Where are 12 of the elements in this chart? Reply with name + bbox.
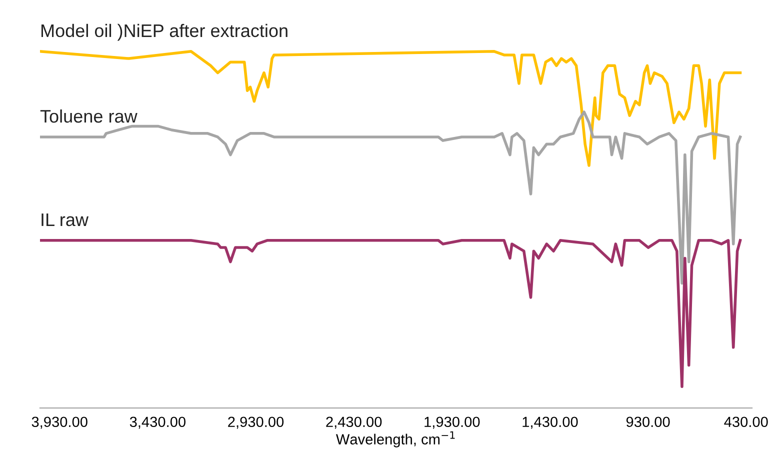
x-tick-label: 3,930.00 — [32, 416, 88, 429]
x-tick-label: 3,430.00 — [130, 416, 186, 429]
x-tick-label: 430.00 — [724, 416, 768, 428]
series-label: Model oil )NiEP after extraction — [41, 24, 288, 41]
x-tick-label: 2,930.00 — [228, 416, 284, 429]
x-tick-label: 1,430.00 — [522, 416, 578, 429]
x-axis-title: Wavelength, cm$^{−1}$ — [336, 431, 455, 448]
series-label: Toluene raw — [40, 109, 138, 123]
series-label: IL raw — [42, 214, 89, 226]
x-tick-label: 930.00 — [626, 416, 670, 428]
x-tick-label: 1,930.00 — [424, 416, 480, 429]
x-tick-label: 2,430.00 — [326, 416, 382, 429]
